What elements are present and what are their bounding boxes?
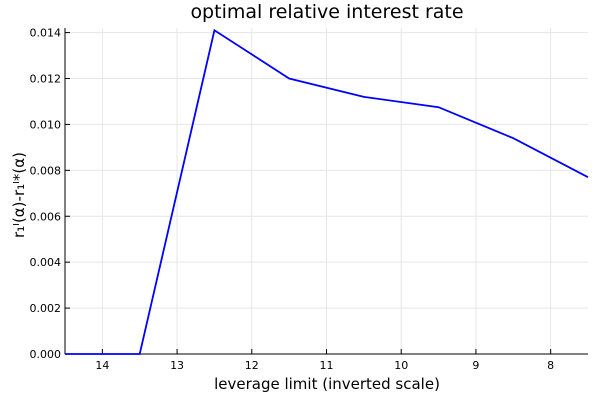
x-tick-label: 8 — [547, 359, 554, 372]
x-tick-label: 14 — [95, 359, 109, 372]
y-tick-label: 0.014 — [30, 27, 62, 40]
x-tick-label: 10 — [394, 359, 408, 372]
y-axis-label: r₁ᴵ(α)-r₁ᴵ*(α) — [10, 152, 28, 238]
grid — [65, 28, 588, 355]
x-tick-label: 9 — [472, 359, 479, 372]
y-tick-label: 0.010 — [30, 118, 62, 131]
y-tick-label: 0.012 — [30, 73, 62, 86]
x-tick-label: 13 — [170, 359, 184, 372]
y-tick-label: 0.008 — [30, 164, 62, 177]
x-axis-label: leverage limit (inverted scale) — [214, 375, 440, 393]
series-layer — [65, 28, 589, 355]
series-line — [65, 28, 589, 355]
y-tick-label: 0.002 — [30, 302, 62, 315]
x-tick-label: 11 — [320, 359, 334, 372]
tick-labels: 14 13 12 11 10 9 8 0.000 0.002 0.004 0.006 0.008 0.0… — [30, 27, 555, 372]
y-tick-label: 0.004 — [30, 256, 62, 269]
x-tick-label: 12 — [245, 359, 259, 372]
y-tick-label: 0.000 — [30, 348, 62, 361]
y-tick-label: 0.006 — [30, 210, 62, 223]
chart-title: optimal relative interest rate — [190, 1, 463, 23]
